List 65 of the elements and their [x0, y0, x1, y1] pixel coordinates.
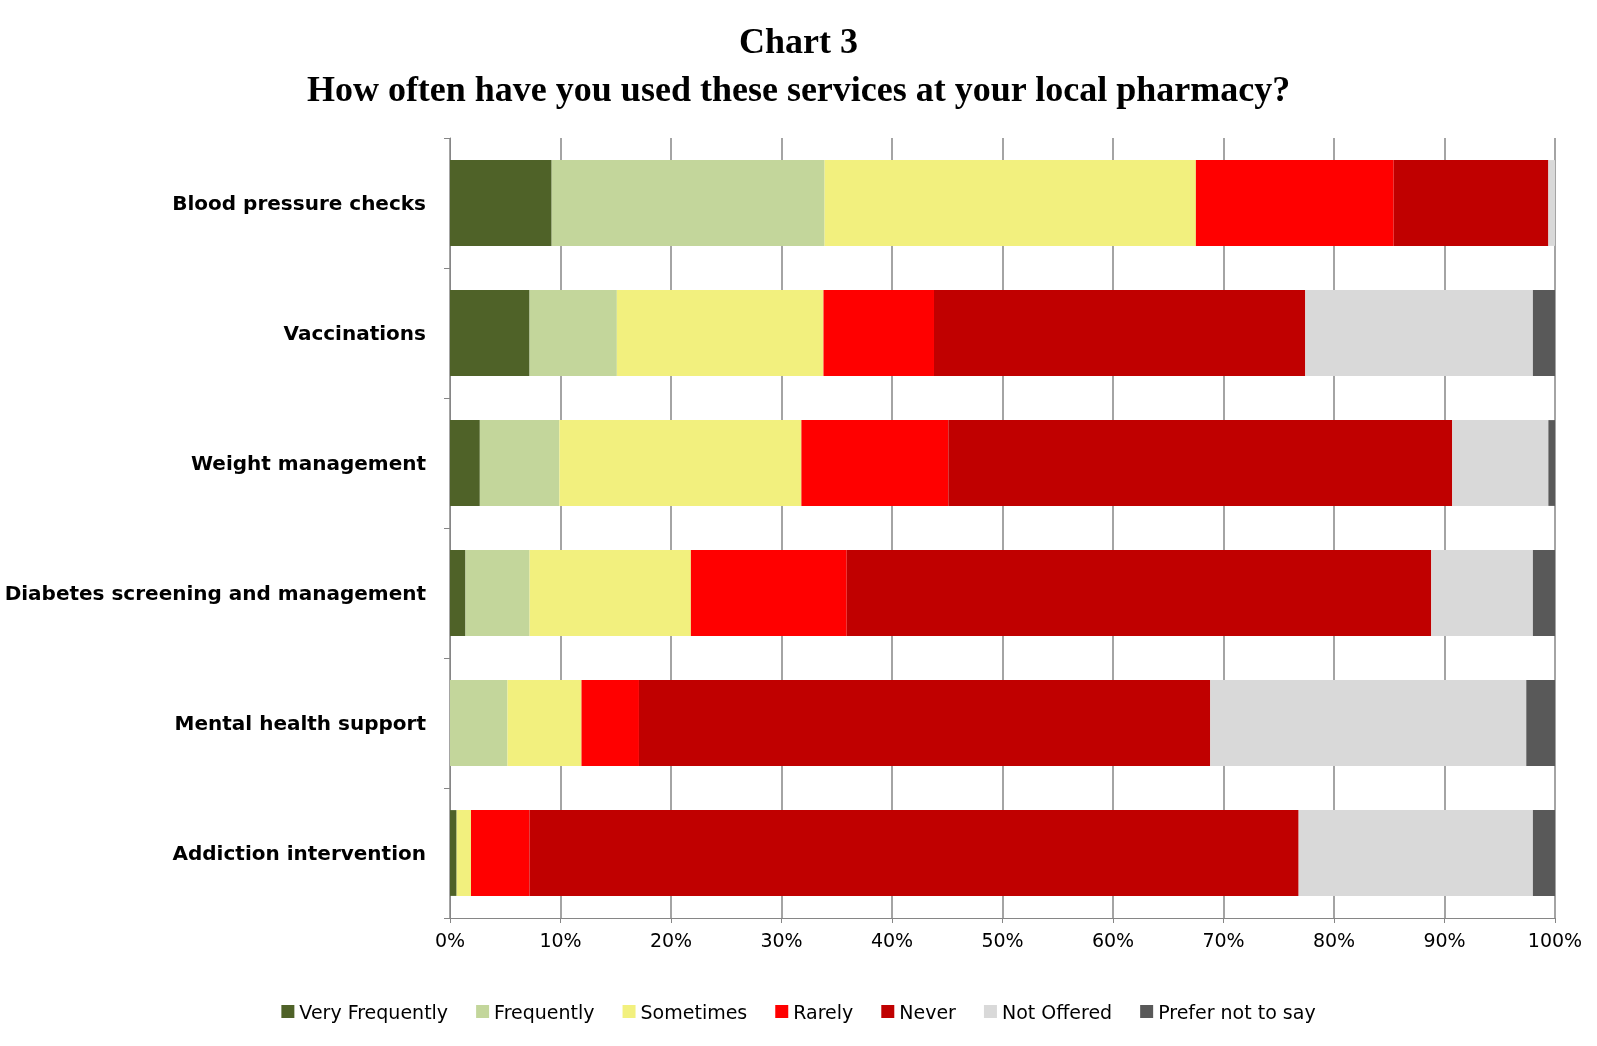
- bar: [529, 550, 691, 636]
- bar: [529, 810, 1299, 896]
- legend-label: Sometimes: [640, 1000, 748, 1023]
- bar: [470, 810, 530, 896]
- x-tick-label: 0%: [434, 928, 466, 951]
- bar: [824, 160, 1196, 246]
- bar: [450, 810, 457, 896]
- bar: [1305, 290, 1533, 376]
- bar: [1298, 810, 1533, 896]
- bar: [551, 160, 825, 246]
- bar: [465, 550, 530, 636]
- bar: [479, 420, 560, 506]
- bar: [823, 290, 934, 376]
- bar: [690, 550, 847, 636]
- bar: [456, 810, 471, 896]
- x-tick-label: 70%: [1202, 928, 1245, 951]
- bar: [801, 420, 949, 506]
- chart-title: Chart 3: [739, 21, 858, 61]
- bar: [1393, 160, 1549, 246]
- x-tick-label: 30%: [760, 928, 803, 951]
- bar: [948, 420, 1453, 506]
- x-tick-label: 90%: [1423, 928, 1466, 951]
- bar: [450, 160, 552, 246]
- bar: [450, 680, 508, 766]
- bar: [1548, 420, 1555, 506]
- bar: [846, 550, 1432, 636]
- x-tick-label: 60%: [1091, 928, 1135, 951]
- bar: [638, 680, 1211, 766]
- bar: [1210, 680, 1527, 766]
- bar: [1532, 550, 1555, 636]
- legend-label: Very Frequently: [299, 1000, 449, 1023]
- bar: [1532, 810, 1555, 896]
- x-tick-label: 40%: [870, 928, 914, 951]
- x-tick-label: 10%: [539, 928, 582, 951]
- y-tick-label: Weight management: [191, 451, 427, 475]
- legend-label: Frequently: [494, 1000, 595, 1023]
- y-tick-label: Vaccinations: [283, 321, 426, 345]
- bar: [450, 420, 480, 506]
- bar: [1452, 420, 1549, 506]
- y-tick-label: Addiction intervention: [172, 841, 426, 865]
- legend-label: Prefer not to say: [1158, 1000, 1316, 1023]
- bar: [581, 680, 639, 766]
- bar: [559, 420, 802, 506]
- x-tick-label: 50%: [981, 928, 1024, 951]
- bar: [616, 290, 824, 376]
- legend-label: Not Offered: [1001, 1000, 1113, 1023]
- y-tick-label: Blood pressure checks: [172, 191, 426, 215]
- x-tick-label: 100%: [1527, 928, 1583, 951]
- bar: [507, 680, 582, 766]
- x-tick-label: 20%: [649, 928, 693, 951]
- bar: [1195, 160, 1394, 246]
- x-tick-label: 80%: [1312, 928, 1356, 951]
- bar: [1532, 290, 1555, 376]
- bar: [529, 290, 617, 376]
- legend-label: Never: [899, 1000, 957, 1023]
- y-tick-label: Mental health support: [174, 711, 427, 735]
- bar: [1526, 680, 1555, 766]
- y-tick-label: Diabetes screening and management: [4, 581, 427, 605]
- chart-subtitle: How often have you used these services at your local pharmacy?: [306, 69, 1291, 109]
- bar: [1431, 550, 1533, 636]
- bar: [450, 290, 530, 376]
- legend-label: Rarely: [793, 1000, 854, 1023]
- bar: [933, 290, 1306, 376]
- bar: [450, 550, 466, 636]
- bar: [1548, 160, 1555, 246]
